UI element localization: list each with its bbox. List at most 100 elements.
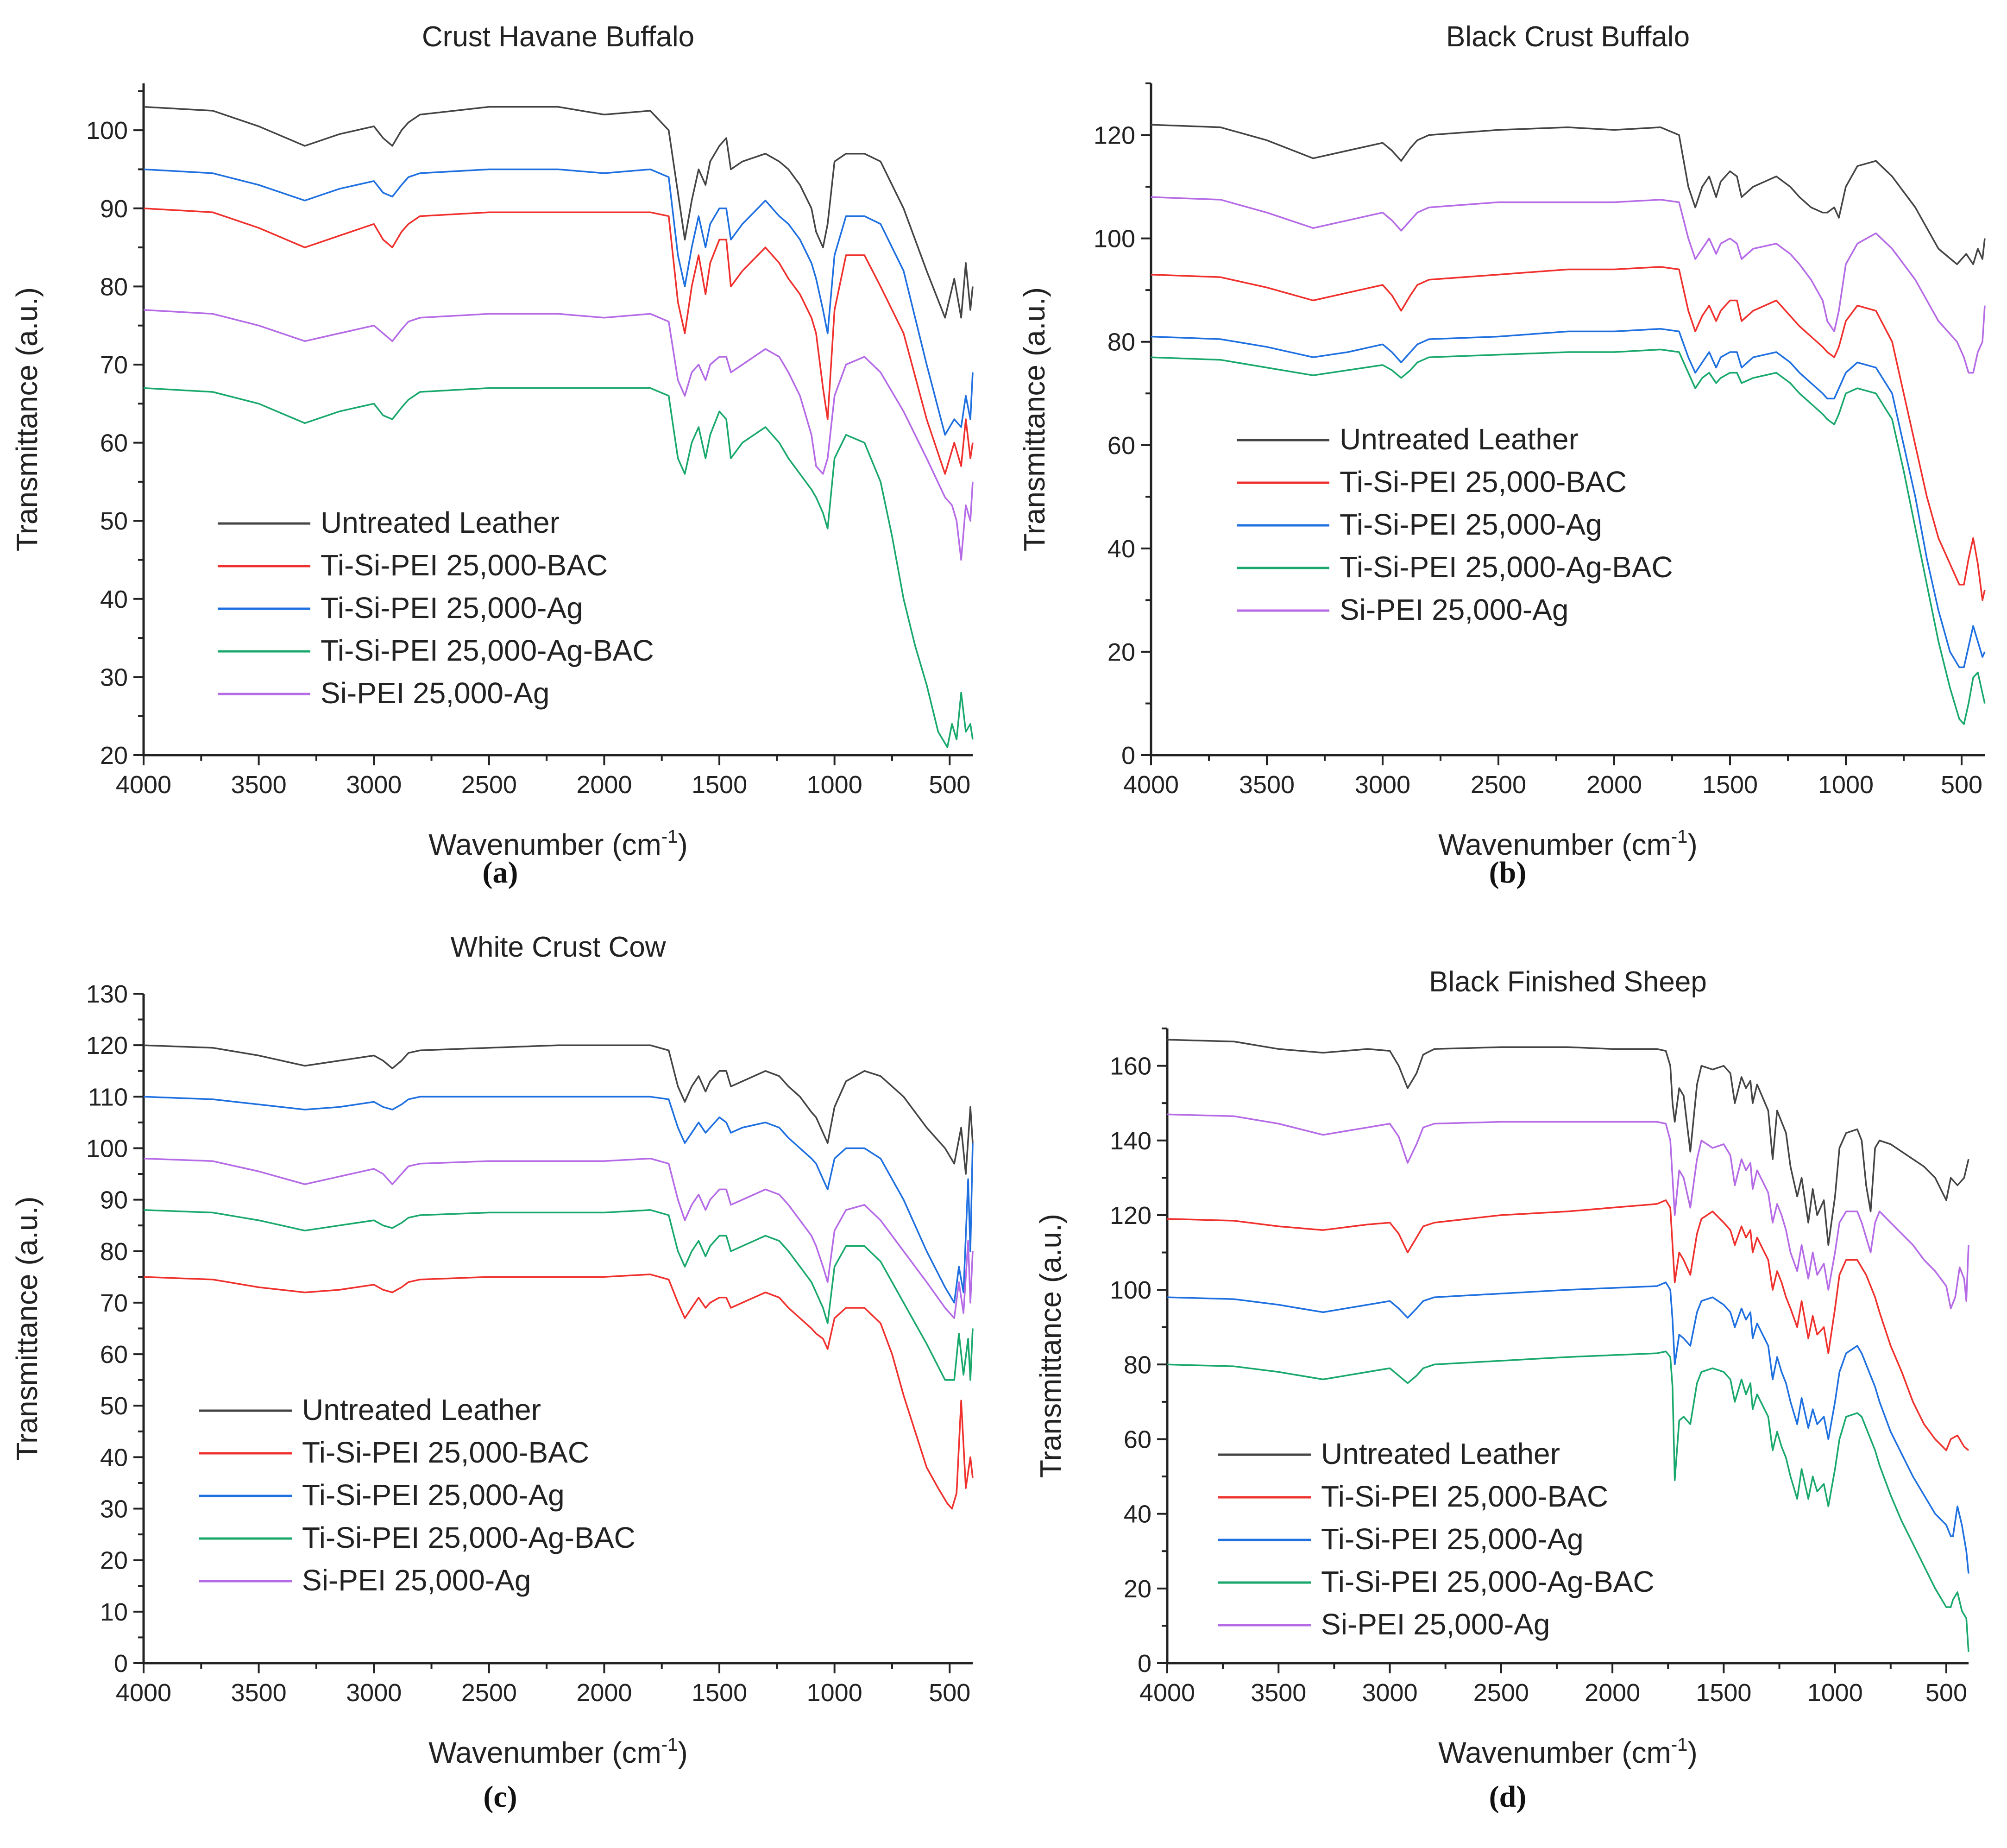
legend-label: Si-PEI 25,000-Ag — [1321, 1608, 1550, 1641]
series-line-ti-si-pei-25-000-ag-bac — [1167, 1350, 1969, 1652]
x-tick-label: 2500 — [1473, 1679, 1529, 1707]
x-axis-label: Wavenumber (cm-1) — [428, 1734, 688, 1769]
x-tick-label: 3500 — [1251, 1679, 1306, 1707]
x-tick-label: 4000 — [1139, 1679, 1195, 1707]
series-line-ti-si-pei-25-000-ag-bac — [144, 387, 974, 748]
y-tick-label: 50 — [100, 1392, 128, 1420]
panel-tag: (c) — [483, 1780, 517, 1814]
series-line-ti-si-pei-25-000-ag — [1167, 1281, 1969, 1574]
y-tick-label: 60 — [1124, 1425, 1151, 1453]
panel-tag: (b) — [1489, 856, 1527, 889]
series-line-ti-si-pei-25-000-bac — [1151, 266, 1986, 601]
legend-label: Ti-Si-PEI 25,000-Ag-BAC — [321, 634, 654, 667]
legend-label: Ti-Si-PEI 25,000-BAC — [321, 549, 608, 582]
legend: Untreated Leather Ti-Si-PEI 25,000-BAC Ti-… — [218, 506, 654, 710]
series-line-ti-si-pei-25-000-ag — [1151, 328, 1986, 669]
x-tick-label: 3000 — [1362, 1679, 1417, 1707]
y-tick-label: 40 — [100, 586, 128, 613]
chart-title: Black Crust Buffalo — [1446, 21, 1690, 53]
y-tick-label: 80 — [100, 1238, 128, 1266]
legend: Untreated Leather Ti-Si-PEI 25,000-BAC Ti-… — [1218, 1437, 1655, 1641]
y-tick-label: 20 — [100, 742, 128, 769]
legend: Untreated Leather Ti-Si-PEI 25,000-BAC Ti-… — [1237, 423, 1673, 626]
y-tick-label: 20 — [1124, 1575, 1151, 1603]
y-tick-label: 70 — [100, 351, 128, 379]
x-tick-label: 1000 — [807, 1679, 862, 1707]
y-tick-label: 40 — [1124, 1501, 1151, 1528]
series-line-ti-si-pei-25-000-ag — [144, 168, 974, 436]
y-tick-label: 0 — [1121, 742, 1135, 769]
legend: Untreated Leather Ti-Si-PEI 25,000-BAC Ti-… — [199, 1393, 635, 1597]
y-tick-label: 40 — [100, 1444, 128, 1471]
x-tick-label: 2500 — [461, 1679, 517, 1707]
y-tick-label: 40 — [1107, 535, 1135, 563]
y-axis-label: Transmittance (a.u.) — [10, 287, 44, 551]
y-tick-label: 100 — [1110, 1276, 1151, 1304]
series-group — [144, 1044, 974, 1510]
series-line-untreated-leather — [144, 106, 974, 319]
legend-label: Ti-Si-PEI 25,000-Ag — [321, 591, 583, 624]
y-tick-label: 160 — [1110, 1053, 1151, 1080]
panel-2: Black Crust Buffalo 4000 3500 3000 2500 2000 1… — [1018, 21, 1986, 889]
series-group — [144, 106, 974, 748]
panel-4: Black Finished Sheep 4000 3500 3000 2500 2000… — [1034, 966, 1969, 1814]
series-line-ti-si-pei-25-000-ag — [144, 1096, 974, 1304]
y-tick-label: 120 — [1110, 1202, 1151, 1230]
legend-label: Si-PEI 25,000-Ag — [1340, 593, 1569, 626]
series-line-ti-si-pei-25-000-bac — [144, 1274, 974, 1510]
legend-label: Ti-Si-PEI 25,000-BAC — [1321, 1480, 1608, 1513]
series-line-si-pei-25-000-ag — [144, 309, 974, 561]
chart-title: Black Finished Sheep — [1429, 966, 1707, 998]
x-tick-label: 2500 — [1471, 771, 1526, 799]
x-axis-label: Wavenumber (cm-1) — [1438, 1734, 1698, 1769]
x-tick-label: 3500 — [231, 771, 287, 799]
y-axis-label: Transmittance (a.u.) — [10, 1196, 44, 1460]
x-tick-label: 500 — [929, 771, 970, 799]
legend-label: Ti-Si-PEI 25,000-Ag-BAC — [302, 1521, 635, 1554]
x-tick-label: 3000 — [346, 1679, 402, 1707]
x-tick-label: 4000 — [116, 771, 171, 799]
y-tick-label: 110 — [88, 1083, 128, 1111]
x-tick-label: 3000 — [1355, 771, 1410, 799]
x-tick-label: 500 — [929, 1679, 970, 1707]
x-tick-label: 1000 — [807, 771, 862, 799]
y-tick-label: 50 — [100, 507, 128, 535]
y-tick-label: 60 — [1107, 432, 1135, 460]
y-tick-label: 60 — [100, 1341, 128, 1369]
series-line-ti-si-pei-25-000-ag-bac — [1151, 348, 1986, 725]
y-tick-label: 30 — [100, 663, 128, 691]
y-tick-label: 100 — [86, 1135, 128, 1162]
x-tick-label: 1500 — [1702, 771, 1758, 799]
legend-label: Ti-Si-PEI 25,000-Ag — [1340, 508, 1602, 541]
series-line-si-pei-25-000-ag — [1151, 196, 1986, 374]
y-axis-label: Transmittance (a.u.) — [1034, 1214, 1067, 1478]
x-tick-label: 1500 — [692, 771, 747, 799]
legend-label: Ti-Si-PEI 25,000-BAC — [1340, 465, 1627, 498]
y-tick-label: 30 — [100, 1495, 128, 1523]
y-tick-label: 80 — [1124, 1351, 1151, 1379]
y-tick-label: 90 — [100, 195, 128, 223]
x-tick-label: 2500 — [461, 771, 517, 799]
series-line-si-pei-25-000-ag — [144, 1157, 974, 1319]
series-line-ti-si-pei-25-000-bac — [1167, 1199, 1969, 1451]
x-axis-label: Wavenumber (cm-1) — [1438, 826, 1698, 861]
x-tick-label: 1500 — [692, 1679, 747, 1707]
x-tick-label: 2000 — [576, 1679, 632, 1707]
y-tick-label: 0 — [114, 1650, 128, 1678]
x-tick-label: 4000 — [116, 1679, 171, 1707]
legend-label: Untreated Leather — [1321, 1437, 1560, 1470]
x-tick-label: 1500 — [1696, 1679, 1751, 1707]
series-line-untreated-leather — [144, 1044, 974, 1175]
y-tick-label: 70 — [100, 1289, 128, 1317]
y-tick-label: 140 — [1110, 1127, 1151, 1155]
legend-label: Untreated Leather — [321, 506, 560, 539]
y-tick-label: 120 — [1094, 122, 1135, 150]
legend-label: Ti-Si-PEI 25,000-Ag-BAC — [1321, 1565, 1655, 1598]
panel-1: Crust Havane Buffalo 4000 3500 3000 2500 2000… — [10, 21, 974, 889]
y-tick-label: 130 — [86, 980, 128, 1008]
legend-label: Untreated Leather — [302, 1393, 541, 1426]
legend-label: Ti-Si-PEI 25,000-Ag — [1321, 1522, 1584, 1556]
x-tick-label: 1000 — [1818, 771, 1874, 799]
x-tick-label: 3500 — [1239, 771, 1295, 799]
